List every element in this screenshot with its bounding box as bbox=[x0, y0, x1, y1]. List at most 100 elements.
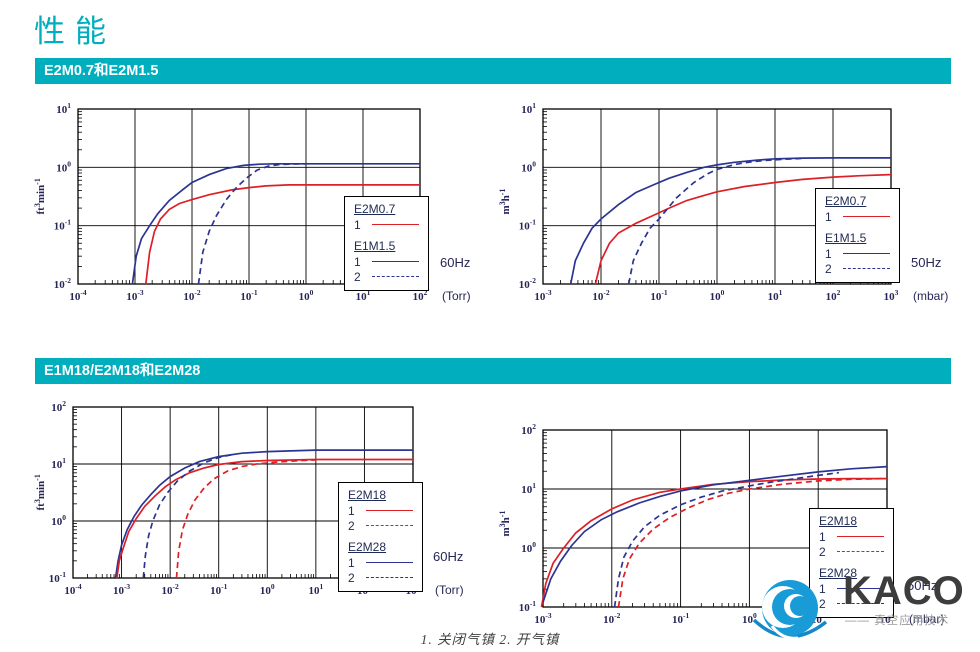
legend-group-E2M28: E2M28 1 2 bbox=[819, 566, 884, 611]
x-axis-unit: (mbar) bbox=[913, 289, 948, 303]
x-tick-label: 10-3 bbox=[534, 611, 551, 626]
legend-line-sample-dashed bbox=[366, 577, 413, 578]
y-tick-label: 101 bbox=[521, 481, 536, 496]
legend-entry: 2 bbox=[348, 570, 413, 585]
legend-entry: 1 bbox=[819, 529, 884, 544]
x-axis-unit: (Torr) bbox=[435, 583, 464, 597]
legend-entry-number: 1 bbox=[354, 254, 361, 269]
legend-entry-number: 2 bbox=[348, 518, 355, 533]
y-tick-label: 10-2 bbox=[519, 276, 536, 291]
x-tick-label: 10-2 bbox=[162, 582, 179, 597]
legend-entry-number: 2 bbox=[348, 570, 355, 585]
legend-group-E2M18: E2M18 1 2 bbox=[819, 514, 884, 559]
legend-line-sample-solid bbox=[366, 562, 413, 563]
frequency-label: 60Hz bbox=[433, 549, 463, 564]
legend-entry-number: 2 bbox=[819, 596, 826, 611]
legend-model-name: E2M28 bbox=[819, 566, 858, 580]
y-tick-label: 10-2 bbox=[54, 276, 71, 291]
series-E1M1.5-2 bbox=[627, 157, 803, 285]
y-axis-unit: ft3​min-1​ bbox=[33, 178, 47, 214]
legend-entry-number: 2 bbox=[819, 544, 826, 559]
series-E2M18-2 bbox=[175, 459, 316, 579]
legend-line-sample-solid bbox=[843, 253, 890, 254]
y-tick-label: 100 bbox=[521, 159, 536, 174]
series-E1M1.5-2 bbox=[197, 162, 307, 285]
kaco-logo: KACO —— 真空应用技术 bbox=[748, 558, 980, 652]
y-tick-label: 102 bbox=[521, 424, 536, 437]
chart-e2m18-e2m28-60hz-torr: 10-410-310-210-110010110210310-110010110… bbox=[30, 397, 490, 612]
legend-entry: 2 bbox=[819, 544, 884, 559]
x-tick-label: 100 bbox=[299, 288, 314, 303]
x-tick-label: 101 bbox=[356, 288, 371, 303]
frequency-label: 60Hz bbox=[440, 255, 470, 270]
x-tick-label: 10-1 bbox=[650, 288, 667, 303]
chart-canvas: 10-3 10-2 10-1 100 101 102 10310-210-1100101(m… bbox=[498, 101, 948, 303]
legend-entry-number: 1 bbox=[819, 581, 826, 596]
x-tick-label: 10-1 bbox=[210, 582, 227, 597]
series-E2M0.7-1 bbox=[144, 184, 420, 285]
legend-line-sample-solid bbox=[837, 536, 884, 537]
legend-line-sample-solid bbox=[837, 588, 884, 589]
legend-model-name: E2M18 bbox=[348, 488, 387, 502]
legend-entry-number: 1 bbox=[825, 209, 832, 224]
legend: E2M0.7 1 E1M1.5 1 2 bbox=[344, 196, 429, 291]
x-tick-label: 100 bbox=[710, 288, 725, 303]
legend-group-E2M18: E2M18 1 2 bbox=[348, 488, 413, 533]
gas-ballast-caption: 1. 关闭气镇 2. 开气镇 bbox=[420, 632, 560, 647]
series-E2M28-1 bbox=[114, 449, 413, 579]
x-axis-unit: (Torr) bbox=[442, 289, 471, 303]
frequency-label: 50Hz bbox=[907, 578, 937, 593]
legend: E2M18 1 2 E2M28 1 2 bbox=[809, 508, 894, 618]
y-tick-label: 10-1 bbox=[54, 218, 71, 233]
x-tick-label: 103 bbox=[884, 288, 899, 303]
legend-model-name: E1M1.5 bbox=[354, 239, 396, 253]
kaco-logo-tagline: —— 真空应用技术 bbox=[845, 615, 950, 627]
series-E2M28-1 bbox=[542, 465, 888, 603]
series-E1M1.5-1 bbox=[131, 162, 420, 285]
kaco-logo-text: KACO bbox=[843, 569, 965, 613]
legend-entry: 1 bbox=[825, 209, 890, 224]
legend-group-E2M0.7: E2M0.7 1 bbox=[354, 202, 419, 232]
section-banner-e2m07-e1m15: E2M0.7和E2M1.5 bbox=[35, 58, 951, 84]
legend-entry: 1 bbox=[819, 581, 884, 596]
legend-line-sample-solid bbox=[366, 510, 413, 511]
legend-model-name: E1M1.5 bbox=[825, 231, 867, 245]
legend-model-name: E2M18 bbox=[819, 514, 858, 528]
y-tick-label: 10-1 bbox=[519, 218, 536, 233]
x-tick-label: 102 bbox=[826, 288, 841, 303]
legend-entry: 2 bbox=[348, 518, 413, 533]
section-banner-e1m18-e2m18-e2m28: E1M18/E2M18和E2M28 bbox=[35, 358, 951, 384]
legend-line-sample-dashed bbox=[372, 276, 419, 277]
frequency-label: 50Hz bbox=[911, 255, 941, 270]
x-tick-label: 100 bbox=[742, 611, 757, 626]
x-tick-label: 10-1 bbox=[240, 288, 257, 303]
legend-group-E2M0.7: E2M0.7 1 bbox=[825, 194, 890, 224]
series-E2M18-2 bbox=[617, 477, 888, 608]
chart-canvas: 10-310-210-110010110210-1100101102(mbar)… bbox=[498, 424, 944, 626]
legend-entry: 2 bbox=[825, 261, 890, 276]
legend-line-sample-solid bbox=[372, 224, 419, 225]
legend-entry: 2 bbox=[354, 269, 419, 284]
y-tick-label: 100 bbox=[521, 540, 536, 555]
legend-line-sample-dashed bbox=[843, 268, 890, 269]
y-axis-unit: ft3​min-1​ bbox=[33, 474, 47, 510]
y-axis-unit: m3​h-1​ bbox=[498, 189, 512, 215]
series-E2M28-2 bbox=[142, 453, 234, 579]
legend-entry-number: 2 bbox=[825, 261, 832, 276]
series-E2M0.7-1 bbox=[594, 173, 892, 285]
x-tick-label: 10-2 bbox=[603, 611, 620, 626]
legend-entry: 1 bbox=[354, 254, 419, 269]
legend-entry-number: 1 bbox=[825, 246, 832, 261]
x-tick-label: 10-4 bbox=[69, 288, 86, 303]
y-tick-label: 100 bbox=[56, 159, 71, 174]
chart-e2m07-e1m15-50hz-mbar: 10-3 10-2 10-1 100 101 102 103 10-2 10-1 100 101 (m… bbox=[495, 97, 955, 312]
series-E2M18-1 bbox=[540, 477, 887, 608]
y-tick-label: 101 bbox=[51, 456, 66, 471]
legend-line-sample-solid bbox=[372, 261, 419, 262]
series-E2M18-1 bbox=[116, 458, 413, 579]
legend-entry-number: 1 bbox=[348, 555, 355, 570]
legend-entry-number: 1 bbox=[348, 503, 355, 518]
page-title: 性能 bbox=[34, 14, 116, 50]
legend: E2M18 1 2 E2M28 1 2 bbox=[338, 482, 423, 592]
legend-model-name: E2M0.7 bbox=[825, 194, 867, 208]
